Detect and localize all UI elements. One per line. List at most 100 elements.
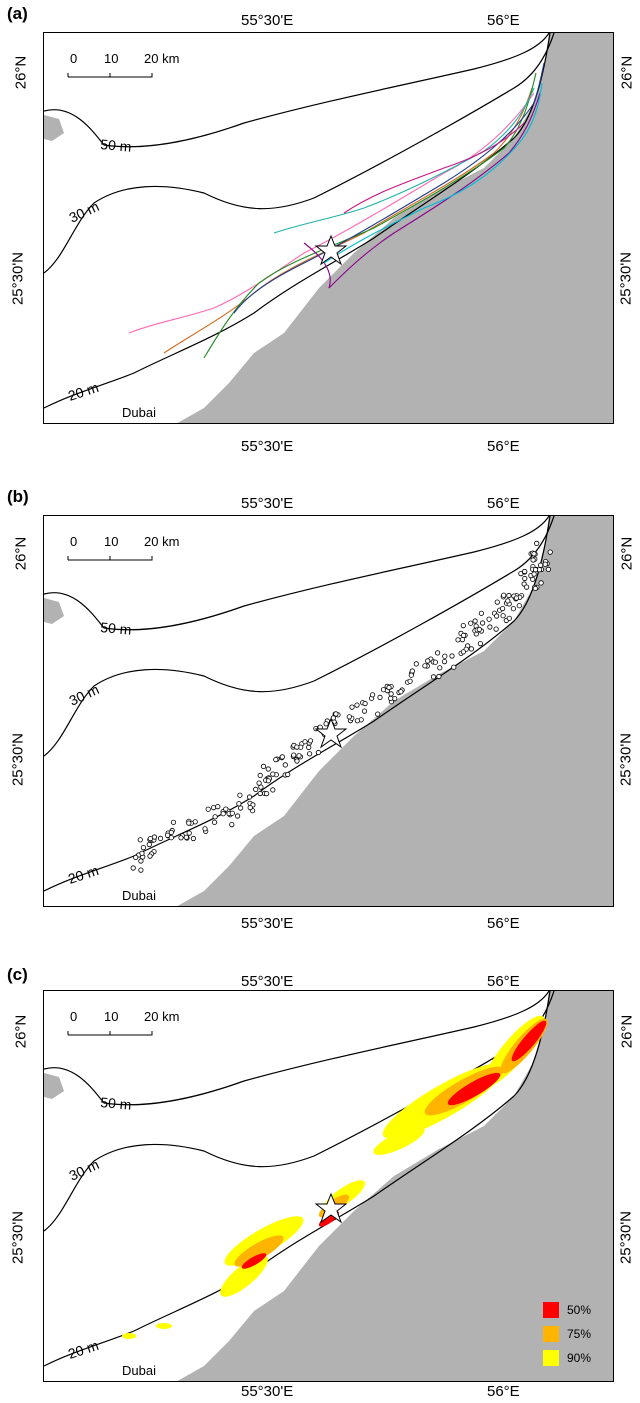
fix-point	[202, 826, 208, 832]
fix-point	[291, 752, 297, 758]
legend-label: 75%	[567, 1327, 592, 1341]
fix-point	[460, 623, 466, 629]
fix-point	[282, 762, 288, 768]
place-label-dubai: Dubai	[122, 888, 156, 903]
fix-point	[186, 820, 192, 826]
fix-point	[493, 613, 500, 619]
scale-tick-0: 0	[70, 1009, 77, 1024]
contour-30m-label: 30 m	[67, 681, 102, 709]
fix-point	[493, 626, 499, 632]
fix-point	[442, 653, 448, 659]
fix-point	[510, 606, 516, 612]
fix-point	[436, 673, 442, 680]
fix-point	[256, 780, 262, 786]
track-line	[233, 62, 545, 314]
fix-point	[494, 599, 500, 605]
land-mass	[177, 33, 613, 423]
panel-b-letter: (b)	[7, 487, 29, 506]
contour-20m-label: 20 m	[66, 1337, 101, 1362]
track-line	[323, 82, 543, 264]
fix-point	[265, 778, 271, 784]
fix-point	[388, 691, 394, 697]
fix-point	[211, 804, 217, 811]
fix-point	[499, 606, 506, 612]
legend-item: 90%	[543, 1346, 591, 1370]
island	[44, 115, 64, 141]
fix-point	[547, 549, 553, 555]
lon-label-bottom-1: 55°30'E	[241, 438, 294, 455]
fix-point	[273, 757, 279, 763]
lon-label-bottom-2: 56°E	[487, 438, 520, 455]
fix-point	[408, 672, 414, 678]
fix-point	[545, 566, 551, 573]
land-mass	[177, 516, 613, 906]
fix-point	[478, 610, 484, 616]
fix-point	[472, 618, 478, 624]
lon-label-top-2: 56°E	[487, 12, 520, 29]
fix-point	[257, 790, 263, 797]
fix-point	[137, 837, 143, 843]
fix-point	[537, 562, 544, 568]
fix-point	[361, 708, 368, 714]
scale-tick-0: 0	[70, 51, 77, 66]
fix-point	[441, 659, 448, 665]
fix-point	[501, 592, 507, 598]
fix-point	[205, 806, 211, 812]
contour-20m-line	[44, 33, 551, 409]
fix-point	[522, 568, 528, 575]
contour-20m-label: 20 m	[66, 379, 101, 404]
fix-point	[432, 659, 438, 665]
fix-point	[223, 806, 229, 812]
lat-label-left-2: 25°30'N	[9, 251, 27, 306]
scale-tick-10: 10	[104, 1009, 118, 1024]
fix-point	[270, 771, 276, 777]
fix-point	[333, 711, 339, 717]
scale-tick-10: 10	[104, 51, 118, 66]
legend-label: 90%	[567, 1351, 592, 1365]
lat-label-right-2: 25°30'N	[617, 732, 635, 787]
location-fixes	[130, 540, 553, 873]
fix-point	[505, 598, 511, 604]
lat-label-right-1: 26°N	[618, 536, 636, 571]
fix-point	[430, 674, 437, 680]
track-line	[203, 72, 537, 359]
animal-tracks	[128, 62, 545, 359]
fix-point	[479, 620, 486, 626]
fix-point	[513, 595, 520, 601]
contour-50m-label: 50 m	[100, 136, 132, 155]
fix-point	[229, 810, 235, 816]
fix-point	[229, 821, 235, 828]
fix-point	[523, 584, 530, 590]
fix-point	[398, 689, 404, 695]
fix-point	[306, 744, 312, 750]
scale-tick-20km: 20 km	[144, 534, 179, 549]
contour-30m-label: 30 m	[67, 1156, 102, 1184]
fix-point	[260, 763, 267, 769]
fix-point	[235, 813, 241, 819]
fix-point	[215, 803, 221, 810]
track-line	[163, 87, 533, 354]
track-line	[303, 92, 541, 289]
fix-point	[375, 711, 381, 717]
lon-label-top-2: 56°E	[487, 973, 520, 990]
lat-label-left-1: 26°N	[12, 1014, 30, 1049]
contour-20m-label: 20 m	[66, 862, 101, 887]
lon-label-bottom-1: 55°30'E	[241, 915, 294, 932]
fix-point	[220, 811, 226, 817]
fix-point	[449, 653, 455, 659]
scale-bar	[67, 1031, 153, 1036]
fix-point	[477, 641, 483, 647]
fix-point	[522, 575, 528, 582]
panel-a-letter: (a)	[7, 4, 28, 23]
fix-point	[296, 753, 302, 759]
fix-point	[468, 620, 474, 626]
fix-point	[238, 805, 244, 811]
scale-tick-0: 0	[70, 534, 77, 549]
fix-point	[536, 567, 543, 573]
fix-point	[500, 613, 506, 619]
track-line	[128, 92, 535, 334]
contour-50m-line	[44, 516, 550, 631]
fix-point	[349, 704, 355, 710]
fix-point	[302, 739, 308, 745]
lat-label-right-2: 25°30'N	[617, 1210, 635, 1265]
